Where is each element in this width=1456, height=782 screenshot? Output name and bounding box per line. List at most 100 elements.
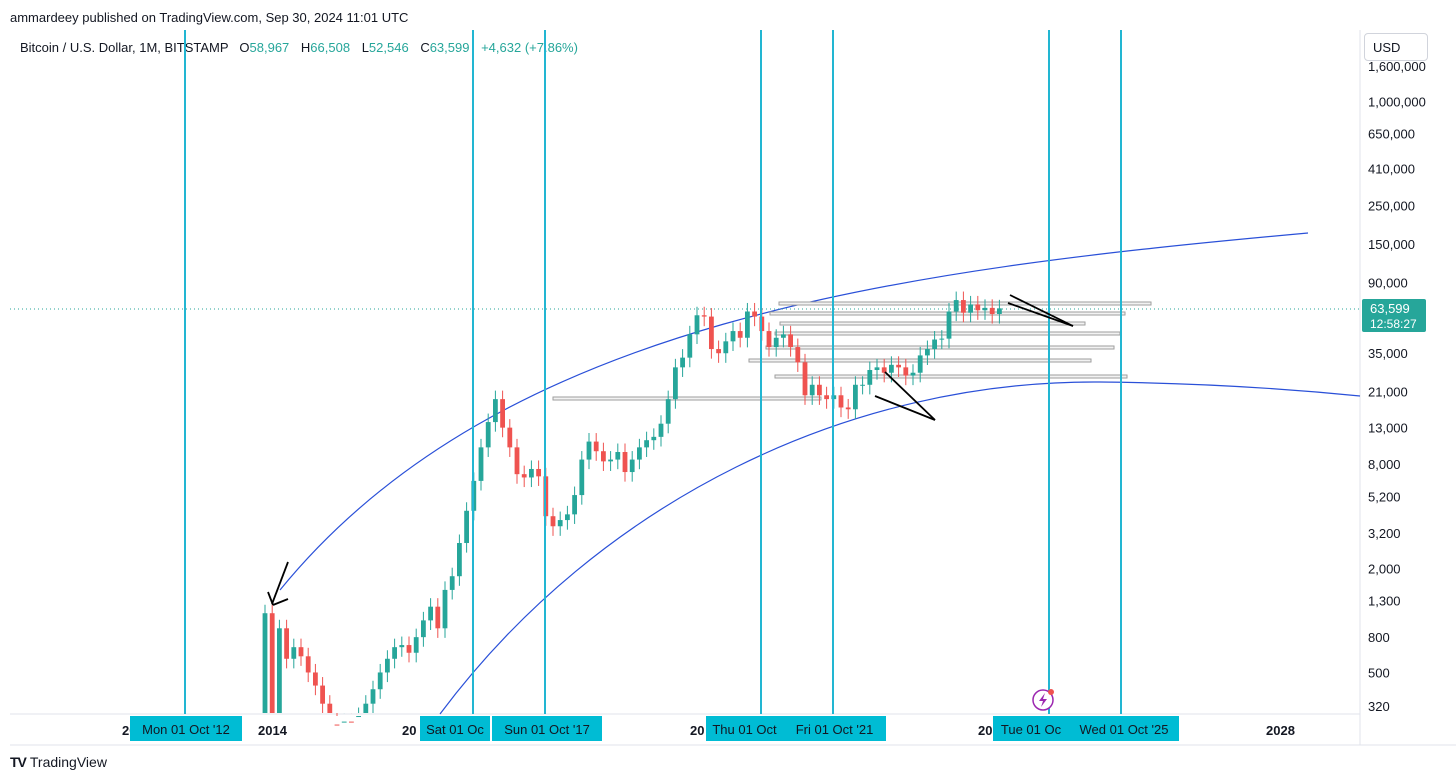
price-tick-label: 1,300 xyxy=(1368,594,1401,609)
candle-body xyxy=(989,307,995,314)
candle-body xyxy=(925,349,930,356)
candle-body xyxy=(737,331,743,338)
candle-body xyxy=(370,689,376,704)
flag-upper-line xyxy=(1009,294,1074,327)
brand-text: TradingView xyxy=(29,754,107,770)
candle-body xyxy=(795,347,801,363)
date-label-box xyxy=(783,716,886,741)
date-label-box xyxy=(993,716,1069,741)
candle-body xyxy=(377,672,383,690)
candle-body xyxy=(752,311,757,317)
candle-body xyxy=(975,304,981,311)
countdown-text: 12:58:27 xyxy=(1370,317,1417,331)
date-label-text: Fri 01 Oct '21 xyxy=(796,722,874,737)
price-tick-label: 3,200 xyxy=(1368,526,1401,541)
candle-body xyxy=(593,441,599,452)
candle-body xyxy=(809,384,815,396)
open-value: 58,967 xyxy=(249,40,290,55)
candle-body xyxy=(514,447,520,475)
candle-body xyxy=(413,637,419,653)
candle-body xyxy=(536,468,541,477)
candle-body xyxy=(341,721,347,723)
candle-body xyxy=(399,645,405,648)
footer-brand: TV TradingView xyxy=(10,754,107,770)
candle-body xyxy=(860,384,865,386)
candle-body xyxy=(392,647,397,659)
price-tick-label: 320 xyxy=(1368,699,1390,714)
candle-body xyxy=(766,331,772,348)
candle-body xyxy=(356,716,361,718)
date-label-text: Thu 01 Oct xyxy=(712,722,777,737)
candle-body xyxy=(889,364,894,373)
symbol-name: Bitcoin / U.S. Dollar, 1M, BITSTAMP xyxy=(20,40,229,55)
arrow-head-left xyxy=(267,591,274,606)
tradingview-logo-icon: TV xyxy=(10,754,27,770)
candle-body xyxy=(550,516,556,527)
candle-body xyxy=(327,703,333,713)
wedge-upper-line xyxy=(884,371,936,421)
candle-body xyxy=(442,589,448,629)
price-tick-label: 1,600,000 xyxy=(1368,59,1426,74)
close-value: 63,599 xyxy=(429,40,470,55)
candle-body xyxy=(421,620,426,638)
flash-icon[interactable] xyxy=(1032,689,1054,711)
candle-body xyxy=(874,367,880,370)
candle-body xyxy=(363,703,369,713)
time-tick-label: 20 xyxy=(690,723,704,738)
candle-body xyxy=(313,672,318,686)
low-label: L xyxy=(361,40,369,55)
candle-body xyxy=(910,372,916,376)
candle-body xyxy=(824,395,829,400)
wedge-lower-line xyxy=(874,395,936,421)
candle-body xyxy=(658,423,664,437)
candle-body xyxy=(601,451,606,462)
close-label: C xyxy=(420,40,430,55)
high-label: H xyxy=(300,40,311,55)
currency-button[interactable]: USD xyxy=(1364,33,1428,61)
candle-body xyxy=(853,384,858,410)
candle-body xyxy=(730,331,736,342)
candle-body xyxy=(694,315,700,335)
candle-body xyxy=(262,613,268,713)
candle-body xyxy=(385,658,390,673)
date-label-text: Sat 01 Oc xyxy=(426,722,484,737)
low-value: 52,546 xyxy=(368,40,409,55)
candle-body xyxy=(817,384,822,396)
price-tick-label: 35,000 xyxy=(1368,346,1408,361)
candle-body xyxy=(968,304,973,313)
price-tick-label: 90,000 xyxy=(1368,275,1408,290)
date-label-text: Sun 01 Oct '17 xyxy=(504,722,590,737)
candle-body xyxy=(572,495,577,515)
zone-box xyxy=(774,374,1128,379)
candle-body xyxy=(946,311,952,339)
price-tick-label: 150,000 xyxy=(1368,237,1415,252)
candle-body xyxy=(997,308,1002,314)
candle-body xyxy=(982,307,988,311)
candle-body xyxy=(867,369,873,385)
candle-body xyxy=(565,514,570,521)
date-label-box xyxy=(130,716,242,741)
high-value: 66,508 xyxy=(310,40,351,55)
candle-body xyxy=(349,721,354,723)
candle-body xyxy=(500,399,505,428)
candle-body xyxy=(579,459,585,496)
candle-body xyxy=(802,362,808,396)
candle-body xyxy=(651,436,657,441)
symbol-legend: Bitcoin / U.S. Dollar, 1M, BITSTAMP O58,… xyxy=(20,40,586,55)
date-label-text: Wed 01 Oct '25 xyxy=(1080,722,1169,737)
upper-arc-curve xyxy=(279,232,1309,591)
price-tick-label: 650,000 xyxy=(1368,127,1415,142)
price-tick-label: 2,000 xyxy=(1368,561,1401,576)
time-tick-label: 20 xyxy=(978,723,992,738)
price-tick-label: 250,000 xyxy=(1368,198,1415,213)
candle-body xyxy=(334,724,340,726)
candle-body xyxy=(493,399,498,423)
candle-body xyxy=(896,364,901,368)
candle-body xyxy=(608,459,613,462)
candle-body xyxy=(953,300,959,312)
cycle-lines xyxy=(184,30,1122,714)
date-label-box xyxy=(706,716,783,741)
candle-body xyxy=(637,447,642,460)
candle-body xyxy=(622,452,628,473)
